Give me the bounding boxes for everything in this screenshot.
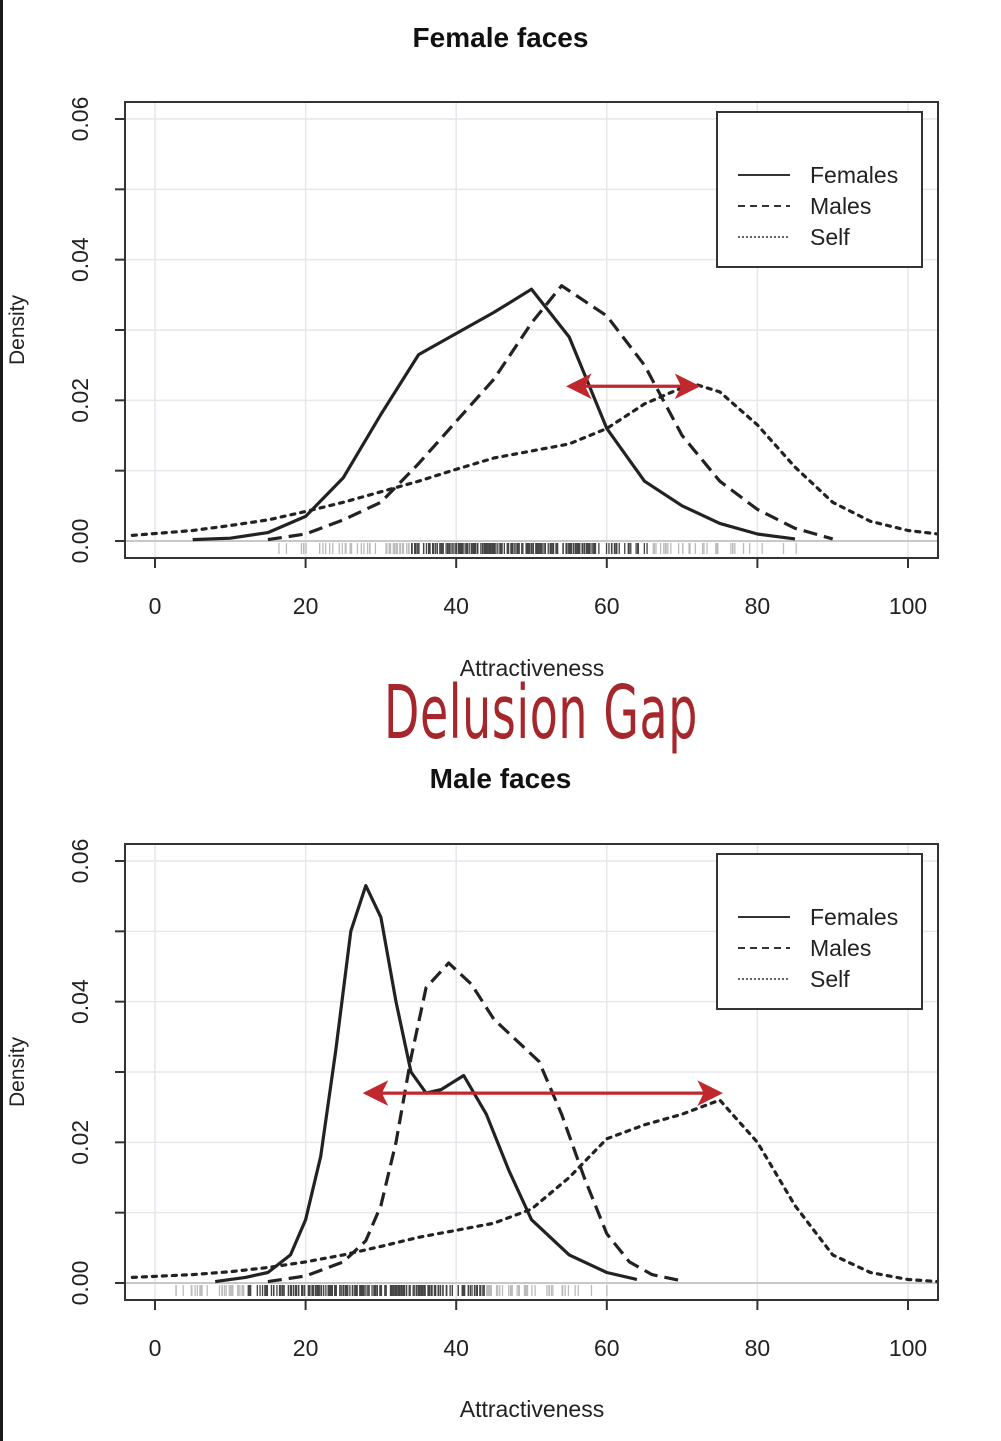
grid-lines xyxy=(125,102,938,558)
chart-male-faces: 0 20 40 60 80 100 0.00 0.02 0.04 0.06 Density Femal… xyxy=(6,839,939,1361)
x-tick-label: 40 xyxy=(443,1335,469,1361)
legend: Females Males Self xyxy=(716,853,923,1010)
series-line-males xyxy=(267,961,683,1284)
legend-label-females: Females xyxy=(810,162,898,188)
series-line-females xyxy=(192,287,796,542)
y-tick-label: 0.06 xyxy=(67,839,93,884)
x-axis-label-male-faces: Attractiveness xyxy=(459,1396,605,1422)
legend-label-males: Males xyxy=(810,193,871,219)
rug-marks xyxy=(175,1285,608,1296)
x-tick-label: 60 xyxy=(594,593,620,619)
y-tick-label: 0.06 xyxy=(67,97,93,142)
legend-label-self: Self xyxy=(810,966,850,992)
y-tick-label: 0.02 xyxy=(67,378,93,423)
legend-label-females: Females xyxy=(810,904,898,930)
x-tick-label: 20 xyxy=(293,593,319,619)
series-line-females xyxy=(214,884,638,1284)
y-tick-label: 0.04 xyxy=(67,979,93,1024)
y-tick-label: 0.04 xyxy=(67,237,93,282)
x-tick-label: 100 xyxy=(889,1335,927,1361)
legend-box xyxy=(716,853,923,1010)
delusion-gap-banner: Delusion Gap xyxy=(383,670,698,756)
x-tick-label: 80 xyxy=(745,1335,771,1361)
x-tick-label: 80 xyxy=(745,593,771,619)
x-tick-label: 0 xyxy=(149,593,162,619)
y-tick-label: 0.02 xyxy=(67,1120,93,1165)
y-axis-label: Density xyxy=(6,1036,29,1107)
chart-title-female-faces: Female faces xyxy=(412,22,589,53)
x-tick-label: 20 xyxy=(293,1335,319,1361)
chart-title-male-faces: Male faces xyxy=(429,763,572,794)
y-axis: 0.00 0.02 0.04 0.06 Density xyxy=(6,839,125,1306)
x-tick-label: 40 xyxy=(443,593,469,619)
x-axis: 0 20 40 60 80 100 xyxy=(149,558,927,619)
left-edge-border xyxy=(0,0,3,1441)
rug-marks xyxy=(278,543,797,554)
series-line-males xyxy=(267,284,834,542)
x-tick-label: 100 xyxy=(889,593,927,619)
legend-label-self: Self xyxy=(810,224,850,250)
x-axis-label-female-faces: Attractiveness xyxy=(459,655,605,681)
series-line-self xyxy=(130,383,938,537)
legend-box xyxy=(716,111,923,268)
y-tick-label: 0.00 xyxy=(67,1261,93,1306)
x-tick-label: 0 xyxy=(149,1335,162,1361)
y-axis-label: Density xyxy=(6,294,29,365)
x-tick-label: 60 xyxy=(594,1335,620,1361)
legend: Females Males Self xyxy=(716,111,923,268)
y-tick-label: 0.00 xyxy=(67,519,93,564)
series-line-self xyxy=(130,1098,938,1284)
legend-label-males: Males xyxy=(810,935,871,961)
y-axis: 0.00 0.02 0.04 0.06 Density xyxy=(6,97,125,564)
series-group xyxy=(130,884,938,1284)
chart-female-faces: 0 20 40 60 80 100 0.00 0.02 0.04 0.06 Density Femal… xyxy=(6,97,939,619)
series-group xyxy=(130,284,938,542)
x-axis: 0 20 40 60 80 100 xyxy=(149,1300,927,1361)
